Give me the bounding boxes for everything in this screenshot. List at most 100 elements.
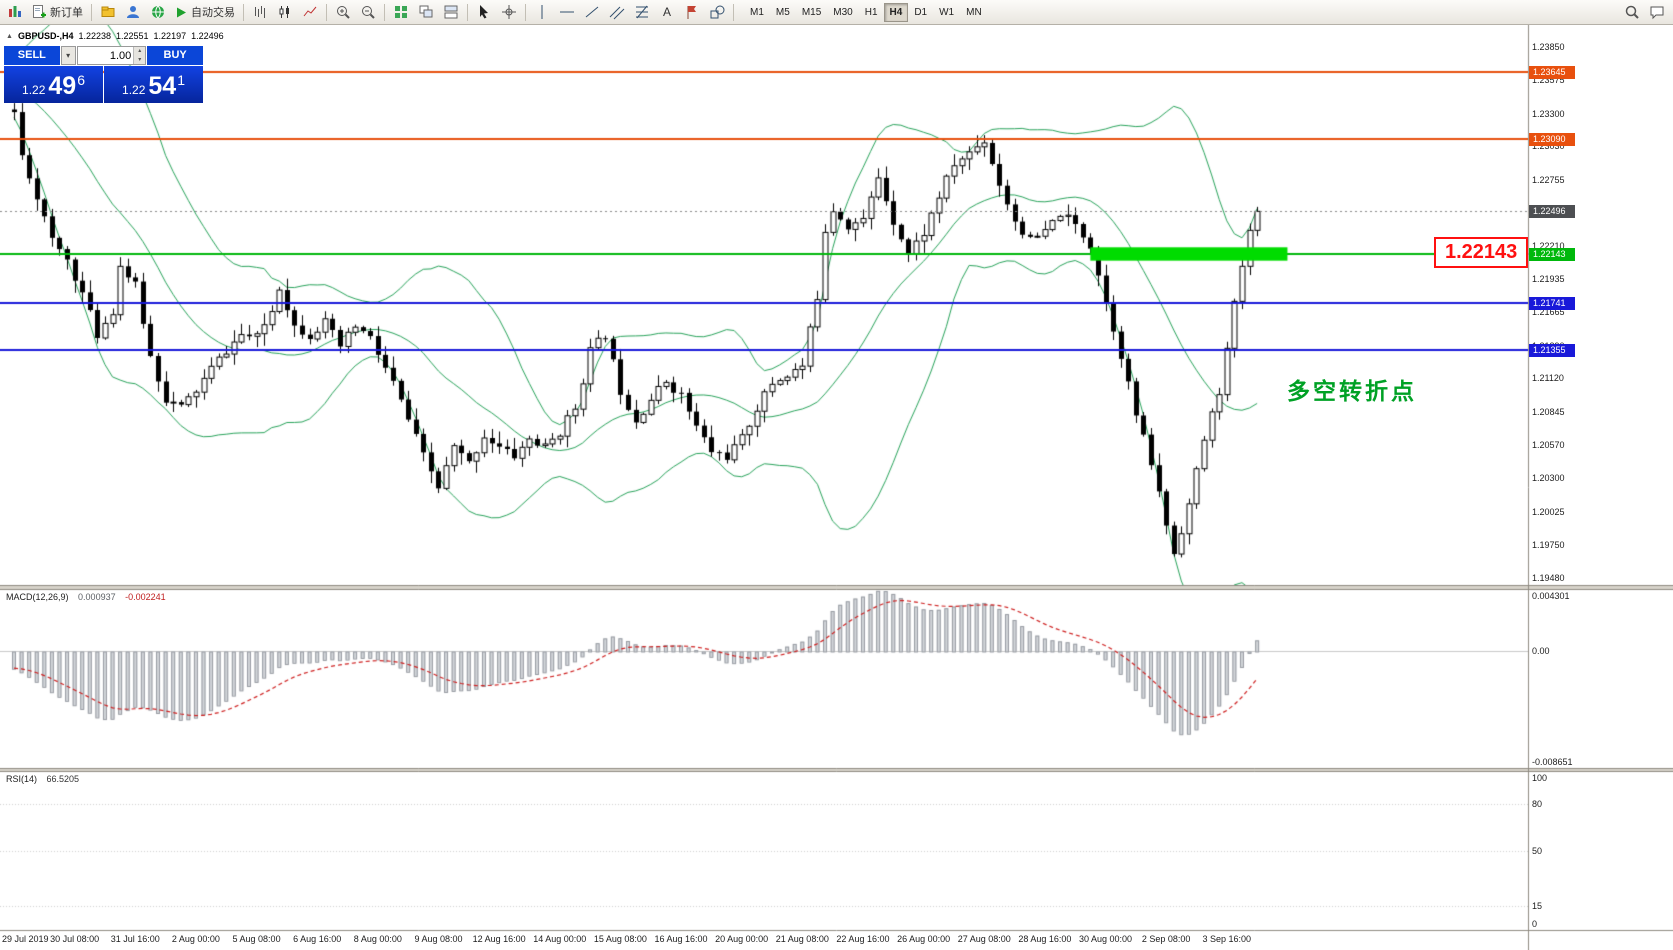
price-level-badge[interactable]: 1.23645 xyxy=(1529,65,1575,79)
cascade-icon xyxy=(419,5,433,18)
chat-icon xyxy=(1650,6,1664,20)
arrange-windows-button[interactable] xyxy=(439,2,463,23)
volume-stepper: ▴ ▾ xyxy=(133,47,146,64)
annotation-text[interactable]: 多空转折点 xyxy=(1287,378,1417,404)
charts-profile-button[interactable] xyxy=(96,2,120,23)
time-label: 9 Aug 08:00 xyxy=(414,934,463,944)
sell-price-fraction: 6 xyxy=(77,72,85,88)
zoom-out-button[interactable] xyxy=(356,2,380,23)
crosshair-button[interactable] xyxy=(497,2,521,23)
rsi-tick: 80 xyxy=(1532,798,1543,809)
toolbar: 新订单 自动交易 A M1 M5 M15 M30 H1 H4 D1 W1 MN xyxy=(0,0,1673,25)
fibonacci-tool-button[interactable] xyxy=(630,2,654,23)
timeframe-w1[interactable]: W1 xyxy=(933,3,960,22)
bars-icon xyxy=(255,6,265,18)
vertical-line-tool-button[interactable] xyxy=(530,2,554,23)
timeframe-d1[interactable]: D1 xyxy=(908,3,933,22)
price-tick: 1.23300 xyxy=(1532,108,1565,119)
time-label: 31 Jul 16:00 xyxy=(110,934,160,944)
cascade-windows-button[interactable] xyxy=(414,2,438,23)
new-order-button[interactable]: 新订单 xyxy=(27,2,87,23)
rsi-name: RSI(14) xyxy=(6,774,38,784)
bid-price-badge: 1.22496 xyxy=(1529,205,1575,219)
svg-text:A: A xyxy=(663,5,671,19)
timeframe-h1[interactable]: H1 xyxy=(859,3,884,22)
ohlc-close: 1.22496 xyxy=(191,31,224,41)
shapes-tool-button[interactable] xyxy=(705,2,729,23)
price-tick: 1.23850 xyxy=(1532,41,1565,52)
toolbar-separator xyxy=(525,3,526,21)
chevron-down-icon: ▾ xyxy=(66,51,71,60)
auto-trading-label: 自动交易 xyxy=(191,7,235,19)
sell-price-pips: 49 xyxy=(48,72,77,100)
rsi-tick: 15 xyxy=(1532,901,1543,912)
timeframe-m30[interactable]: M30 xyxy=(827,3,858,22)
ohlc-open: 1.22238 xyxy=(78,31,111,41)
price-tick: 1.20025 xyxy=(1532,506,1565,517)
community-button[interactable] xyxy=(146,2,170,23)
symbol-name: GBPUSD-,H4 xyxy=(17,31,74,41)
shapes-icon xyxy=(710,5,725,19)
tile-windows-button[interactable] xyxy=(389,2,413,23)
bar-chart-button[interactable] xyxy=(248,2,272,23)
app-chart-icon xyxy=(9,6,21,17)
channel-tool-button[interactable] xyxy=(605,2,629,23)
sell-button[interactable]: 1.22 496 xyxy=(4,66,103,103)
timeframe-toolbar: M1 M5 M15 M30 H1 H4 D1 W1 MN xyxy=(744,2,988,22)
time-label: 29 Jul 2019 xyxy=(2,934,49,944)
cursor-button[interactable] xyxy=(472,2,496,23)
time-label: 8 Aug 00:00 xyxy=(353,934,402,944)
horizontal-line-tool-button[interactable] xyxy=(555,2,579,23)
time-label: 16 Aug 16:00 xyxy=(654,934,708,944)
time-label: 2 Sep 08:00 xyxy=(1141,934,1191,944)
price-tick: 1.19750 xyxy=(1532,539,1565,550)
label-tool-button[interactable] xyxy=(680,2,704,23)
toolbar-separator xyxy=(326,3,327,21)
timeframe-m1[interactable]: M1 xyxy=(744,3,770,22)
timeframe-m5[interactable]: M5 xyxy=(770,3,796,22)
timeframe-m15[interactable]: M15 xyxy=(796,3,827,22)
rsi-value: 66.5205 xyxy=(46,774,80,784)
price-tick: 1.21120 xyxy=(1532,373,1564,384)
fibonacci-icon xyxy=(636,5,648,19)
cursor-icon xyxy=(480,5,488,19)
trendline-icon xyxy=(585,6,599,18)
crosshair-icon xyxy=(502,5,516,19)
price-level-badge[interactable]: 1.21741 xyxy=(1529,297,1575,311)
chat-button[interactable] xyxy=(1645,2,1669,23)
new-order-icon xyxy=(33,5,46,18)
volume-dropdown-button[interactable]: ▾ xyxy=(60,46,76,65)
price-tick: 1.23030 xyxy=(1532,141,1565,152)
timeframe-h4[interactable]: H4 xyxy=(883,2,909,22)
collapse-one-click-toggle[interactable]: ▲ xyxy=(6,32,13,40)
volume-increase-button[interactable]: ▴ xyxy=(134,47,146,56)
search-button[interactable] xyxy=(1620,2,1644,23)
volume-decrease-button[interactable]: ▾ xyxy=(134,55,146,64)
ohlc-high: 1.22551 xyxy=(116,31,149,41)
time-label: 30 Aug 00:00 xyxy=(1078,934,1133,944)
main-chart-canvas[interactable] xyxy=(0,25,1673,950)
timeframe-mn[interactable]: MN xyxy=(960,3,988,22)
price-callout[interactable]: 1.22143 xyxy=(1434,237,1529,269)
price-level-badge[interactable]: 1.23090 xyxy=(1529,133,1575,147)
auto-trading-button[interactable]: 自动交易 xyxy=(171,2,239,23)
time-label: 26 Aug 00:00 xyxy=(897,934,951,944)
candlestick-chart-button[interactable] xyxy=(273,2,297,23)
toolbar-separator xyxy=(91,3,92,21)
rsi-tick: 0 xyxy=(1532,919,1538,929)
support-button[interactable] xyxy=(121,2,145,23)
horizontal-line-icon xyxy=(560,11,574,13)
macd-value: 0.000937 xyxy=(78,592,116,602)
zoom-in-button[interactable] xyxy=(331,2,355,23)
text-tool-button[interactable]: A xyxy=(655,2,679,23)
trendline-tool-button[interactable] xyxy=(580,2,604,23)
time-label: 20 Aug 00:00 xyxy=(715,934,769,944)
line-chart-button[interactable] xyxy=(298,2,322,23)
macd-tick: 0.00 xyxy=(1532,646,1550,657)
price-level-badge[interactable]: 1.22143 xyxy=(1529,248,1575,262)
buy-price-pips: 54 xyxy=(148,72,177,100)
symbol-header: ▲ GBPUSD-,H4 1.22238 1.22551 1.22197 1.2… xyxy=(6,31,224,41)
price-level-badge[interactable]: 1.21355 xyxy=(1529,343,1575,357)
buy-button[interactable]: 1.22 541 xyxy=(104,66,203,103)
volume-input[interactable] xyxy=(77,47,134,64)
